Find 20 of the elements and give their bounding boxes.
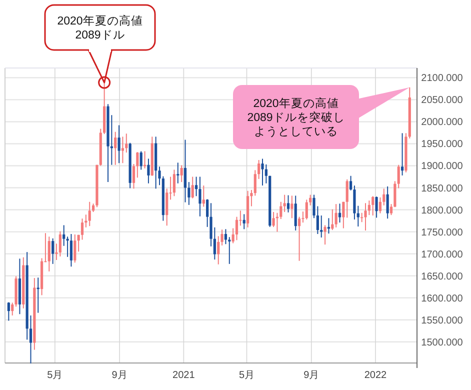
y-tick-label: 1850.000 (421, 183, 464, 194)
y-tick-label: 1750.000 (421, 227, 464, 238)
y-tick-label: 1650.000 (421, 271, 464, 282)
x-tick-label: 5月 (47, 370, 63, 381)
y-tick-label: 1500.000 (421, 337, 464, 348)
y-tick-label: 1550.000 (421, 315, 464, 326)
y-tick-label: 1800.000 (421, 205, 464, 216)
x-tick-label: 2022 (364, 370, 388, 381)
y-tick-label: 1900.000 (421, 161, 464, 172)
y-tick-label: 2050.000 (421, 95, 464, 106)
x-tick-label: 5月 (238, 370, 255, 381)
x-tick-label: 2021 (172, 370, 196, 381)
y-tick-label: 2100.000 (421, 73, 464, 84)
x-tick-label: 9月 (304, 370, 320, 381)
y-tick-label: 1600.000 (421, 293, 464, 304)
y-tick-label: 1700.000 (421, 249, 464, 260)
y-tick-label: 2000.000 (421, 117, 464, 128)
x-tick-label: 9月 (112, 370, 128, 381)
annotation: 2020年夏の高値2089ドルを突破しようとしている (247, 96, 345, 138)
y-tick-label: 1950.000 (421, 139, 464, 150)
